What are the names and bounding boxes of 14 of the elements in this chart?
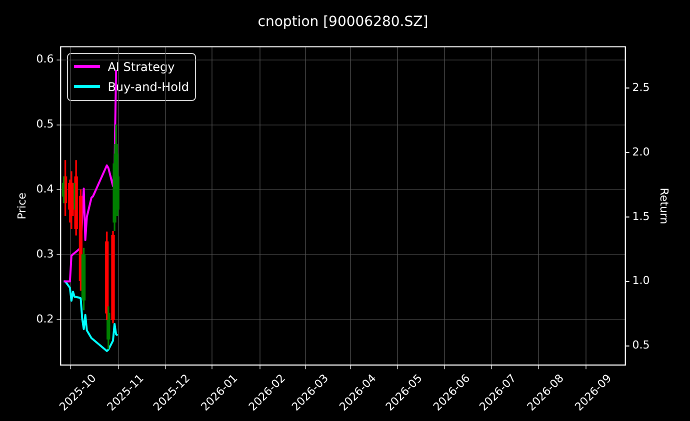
y2-tick-label: 0.5 — [632, 338, 650, 352]
y-tick-label: 0.2 — [36, 312, 54, 326]
y2-tick-label: 2.0 — [632, 145, 650, 158]
y-tick-label: 0.5 — [36, 118, 54, 131]
y-tick-label: 0.4 — [36, 182, 54, 196]
chart-title: cnoption [90006280.SZ] — [258, 14, 428, 30]
y2-tick-label: 2.5 — [632, 80, 650, 94]
legend-label: AI Strategy — [108, 60, 175, 74]
y-tick-label: 0.3 — [36, 248, 54, 261]
y2-tick-label: 1.0 — [632, 274, 650, 288]
y2-axis-title: Return — [658, 188, 671, 224]
y-axis-title: Price — [15, 192, 28, 220]
y-tick-label: 0.6 — [36, 52, 54, 66]
y2-tick-label: 1.5 — [632, 210, 650, 223]
